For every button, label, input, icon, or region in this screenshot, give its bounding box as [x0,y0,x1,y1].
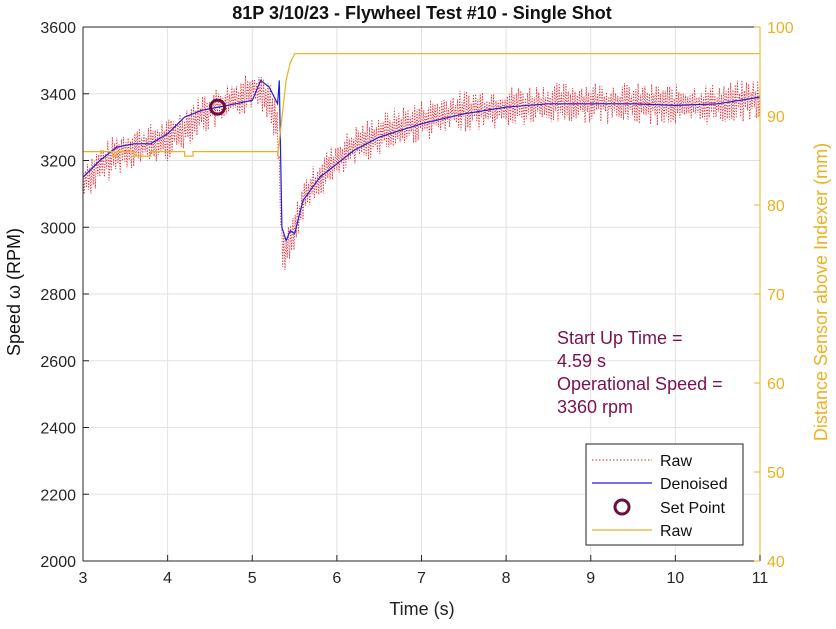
x-tick-label-3: 6 [332,570,341,587]
y-left-tick-label-1: 2200 [40,487,76,504]
x-tick-label-5: 8 [502,570,511,587]
plot-series [82,53,761,270]
y-left-tick-label-6: 3200 [40,154,76,171]
x-axis-label: Time (s) [389,599,454,619]
y-left-tick-label-7: 3400 [40,87,76,104]
annotation-line-4: 3360 rpm [557,397,633,417]
axes: 3 4 5 6 7 8 9 10 11 2000 2200 2400 2600 2800 3000 3200 3… [40,20,793,587]
series-line-raw-right [83,53,760,157]
legend-label-denoised: Denoised [660,476,728,493]
x-tick-label-7: 10 [666,570,684,587]
chart-title: 81P 3/10/23 - Flywheel Test #10 - Single… [232,3,612,23]
y-left-tick-label-4: 2800 [40,287,76,304]
y-right-tick-label-3: 70 [767,287,785,304]
y-right-tick-label-5: 90 [767,109,785,126]
legend-label-raw-speed: Raw [660,453,692,470]
annotation-line-3: Operational Speed = [557,374,723,394]
y-right-tick-label-4: 80 [767,198,785,215]
legend: Raw Denoised Set Point Raw [585,443,744,546]
series-line-denoised-left [82,79,761,243]
x-tick-label-2: 5 [248,570,257,587]
legend-label-set-point: Set Point [660,500,725,517]
x-tick-label-4: 7 [417,570,426,587]
y-left-tick-label-5: 3000 [40,220,76,237]
legend-label-raw-distance: Raw [660,523,692,540]
y-left-tick-label-0: 2000 [40,554,76,571]
y-axis-label-right: Distance Sensor above Indexer (mm) [811,143,831,441]
y-left-tick-label-2: 2400 [40,421,76,438]
annotation-text: Start Up Time = 4.59 s Operational Speed… [557,328,723,417]
y-right-tick-label-6: 100 [767,20,794,37]
y-axis-label-left: Speed ω (RPM) [4,228,24,356]
annotation-line-2: 4.59 s [557,351,606,371]
set-point-marker [209,98,227,116]
y-right-tick-label-2: 60 [767,376,785,393]
annotation-line-1: Start Up Time = [557,328,683,348]
x-tick-label-0: 3 [79,570,88,587]
x-tick-label-6: 9 [586,570,595,587]
x-tick-label-8: 11 [752,570,769,587]
legend-swatch-set-point [613,498,631,516]
y-right-tick-label-0: 40 [767,554,785,571]
y-left-tick-label-3: 2600 [40,354,76,371]
legend-box [585,443,744,546]
y-right-tick-label-1: 50 [767,465,785,482]
x-tick-label-1: 4 [163,570,172,587]
y-left-tick-label-8: 3600 [40,20,76,37]
